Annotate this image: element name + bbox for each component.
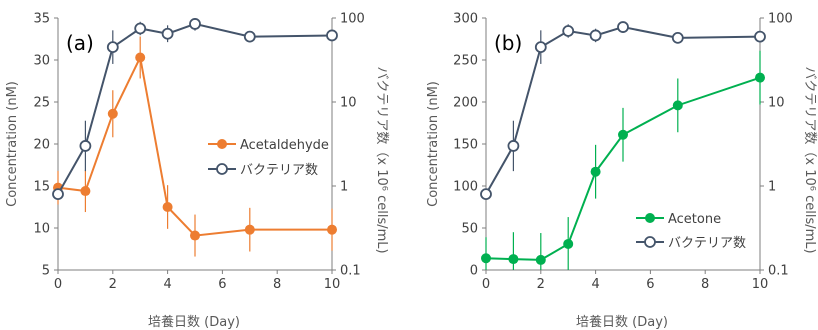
y-right-tick-label: 10 <box>768 96 785 111</box>
y-axis-right-label: バクテリア数（x 10⁶ cells/mL) <box>802 66 817 253</box>
data-point <box>327 224 337 235</box>
y-left-tick-label: 150 <box>453 138 478 153</box>
x-tick-label: 4 <box>591 277 599 292</box>
y-axis-left-label: Concentration (nM) <box>5 81 20 207</box>
y-right-tick-label: 100 <box>340 12 365 27</box>
y-right-tick-label: 10 <box>340 96 357 111</box>
data-point <box>189 18 201 30</box>
panel-label: (a) <box>66 31 94 55</box>
legend-label: バクテリア数 <box>240 163 318 178</box>
chart-panel-0: 0 2 4 6 8 10 5 10 15 20 25 30 35 0.1 1 10 100 培養日数 (Day) C… <box>5 12 389 330</box>
y-left-tick-label: 5 <box>42 264 50 279</box>
data-point <box>79 140 92 152</box>
y-right-tick-label: 100 <box>768 12 793 27</box>
legend-label: Acetaldehyde <box>240 138 329 153</box>
series-0: Acetone <box>481 50 765 270</box>
data-point <box>80 186 91 197</box>
data-point <box>481 253 491 264</box>
x-tick-label: 4 <box>163 277 171 292</box>
y-axis-left-label: Concentration (nM) <box>426 81 441 207</box>
data-point <box>326 29 338 42</box>
x-tick-label: 10 <box>324 277 341 292</box>
y-right-tick-label: 0.1 <box>768 264 789 279</box>
y-left-tick-label: 25 <box>33 96 50 111</box>
data-point <box>534 41 547 54</box>
data-point <box>671 31 684 44</box>
data-point <box>52 188 64 201</box>
y-axis-right-label: バクテリア数（x 10⁶ cells/mL) <box>374 66 389 253</box>
series-1: バクテリア数 <box>52 18 338 201</box>
legend-label: バクテリア数 <box>668 236 746 251</box>
data-point <box>161 27 174 40</box>
y-left-tick-label: 200 <box>453 96 478 111</box>
data-point <box>480 188 492 201</box>
x-axis-label: 培養日数 (Day) <box>576 314 668 330</box>
x-axis-label: 培養日数 (Day) <box>148 314 240 330</box>
legend-marker <box>645 213 655 223</box>
data-point <box>244 224 255 235</box>
series-line <box>485 76 761 261</box>
y-left-tick-label: 300 <box>453 12 478 27</box>
legend-marker <box>644 236 656 248</box>
y-left-tick-label: 30 <box>33 54 50 69</box>
y-right-tick-label: 1 <box>340 180 348 195</box>
data-point <box>618 129 628 140</box>
x-tick-label: 2 <box>537 277 545 292</box>
x-tick-label: 2 <box>109 277 117 292</box>
y-right-tick-label: 1 <box>768 180 776 195</box>
x-tick-label: 10 <box>752 277 769 292</box>
data-point <box>107 108 118 119</box>
y-left-tick-label: 15 <box>33 180 50 195</box>
data-point <box>535 254 546 265</box>
data-point <box>562 25 575 37</box>
series-1: バクテリア数 <box>480 21 766 251</box>
data-point <box>617 21 629 33</box>
data-point <box>672 100 683 111</box>
data-point <box>755 72 765 83</box>
y-left-tick-label: 35 <box>33 12 50 27</box>
y-right-tick-label: 0.1 <box>340 264 361 279</box>
y-left-tick-label: 20 <box>33 138 50 153</box>
y-left-tick-label: 100 <box>453 180 478 195</box>
y-left-tick-label: 0 <box>470 264 478 279</box>
legend-marker <box>216 163 228 175</box>
data-point <box>508 254 519 265</box>
data-point <box>134 22 147 35</box>
data-point <box>162 202 173 212</box>
data-point <box>507 140 520 152</box>
panel-label: (b) <box>494 31 522 55</box>
x-tick-label: 6 <box>218 277 226 292</box>
x-tick-label: 6 <box>646 277 654 292</box>
y-left-tick-label: 250 <box>453 54 478 69</box>
series-0: Acetaldehyde <box>53 36 337 257</box>
data-point <box>190 230 200 241</box>
data-point <box>589 29 602 42</box>
series-line <box>57 22 333 195</box>
series-line <box>57 54 332 237</box>
legend-marker <box>217 139 227 149</box>
y-left-tick-label: 10 <box>33 222 50 237</box>
y-left-tick-label: 50 <box>461 222 478 237</box>
data-point <box>590 166 601 177</box>
data-point <box>106 41 119 54</box>
series-line <box>485 26 761 195</box>
data-point <box>754 30 766 43</box>
data-point <box>563 238 574 249</box>
legend-label: Acetone <box>668 212 721 227</box>
data-point <box>135 52 146 63</box>
data-point <box>243 30 256 43</box>
x-tick-label: 0 <box>482 277 490 292</box>
x-tick-label: 0 <box>54 277 62 292</box>
x-tick-label: 8 <box>273 277 281 292</box>
x-tick-label: 8 <box>701 277 709 292</box>
